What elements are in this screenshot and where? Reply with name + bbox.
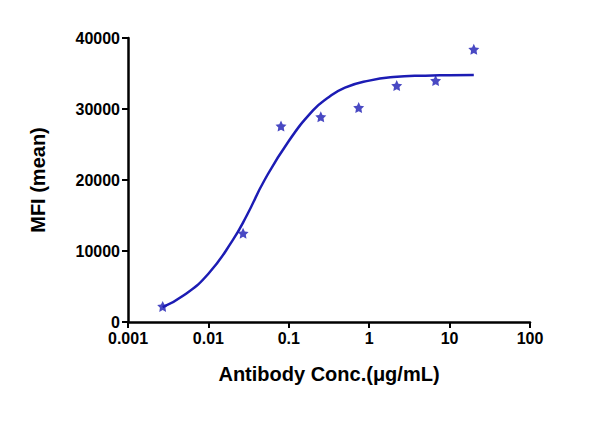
svg-text:10000: 10000 [76,243,121,260]
svg-text:0.1: 0.1 [278,330,300,347]
svg-text:0.01: 0.01 [193,330,224,347]
svg-text:10: 10 [441,330,459,347]
svg-text:30000: 30000 [76,101,121,118]
svg-text:Antibody Conc.(μg/mL): Antibody Conc.(μg/mL) [218,363,439,385]
svg-text:1: 1 [365,330,374,347]
svg-text:0: 0 [111,314,120,331]
svg-text:20000: 20000 [76,172,121,189]
svg-text:100: 100 [517,330,544,347]
svg-text:MFI (mean): MFI (mean) [27,127,49,233]
svg-text:0.001: 0.001 [108,330,148,347]
svg-text:40000: 40000 [76,30,121,47]
